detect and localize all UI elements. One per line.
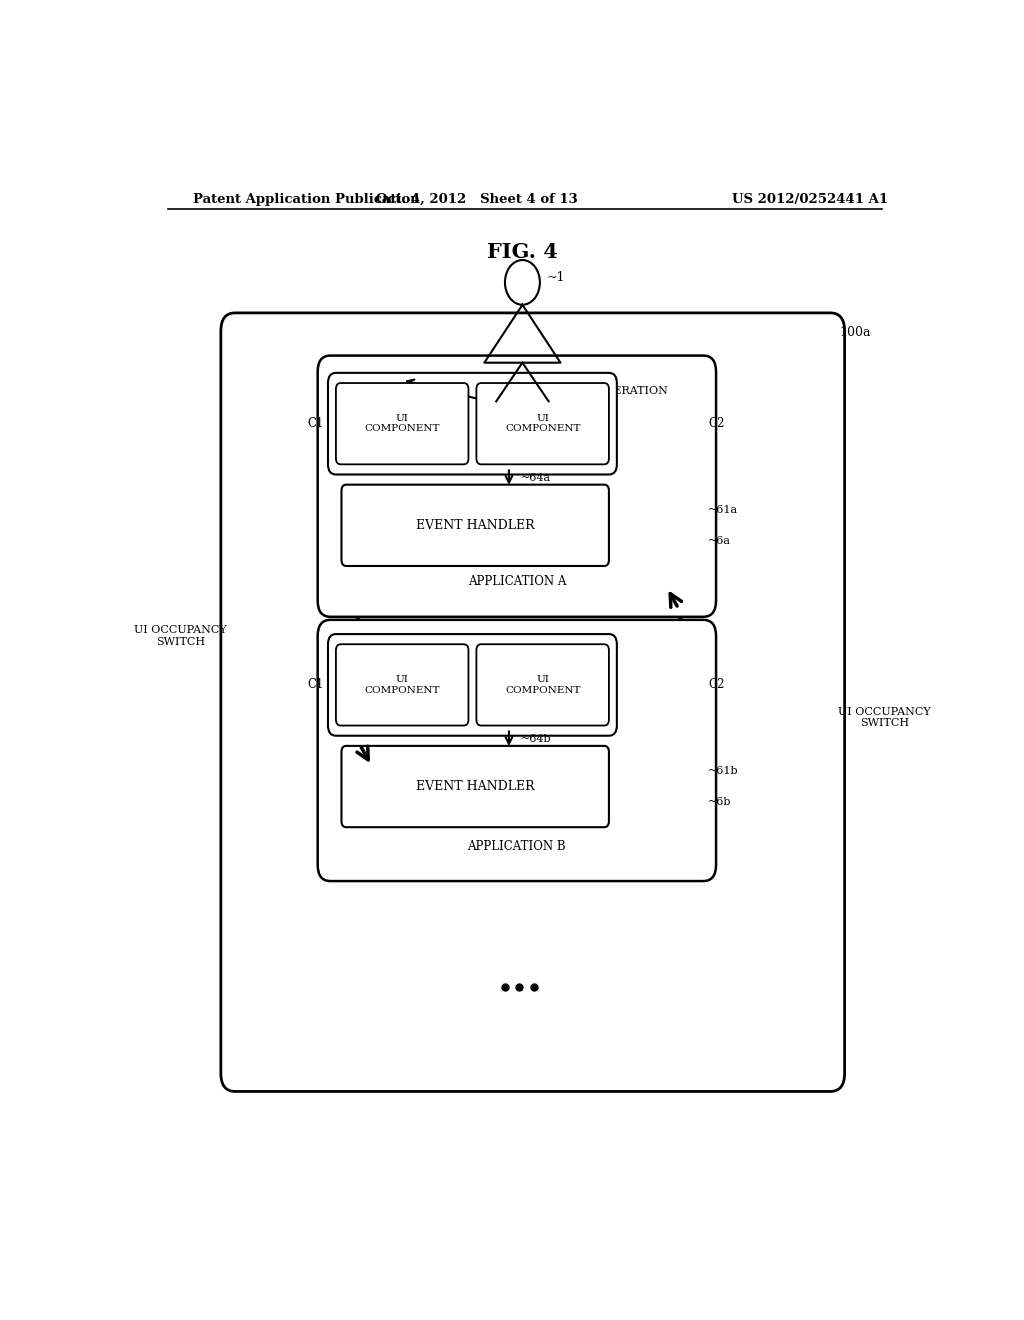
Text: Oct. 4, 2012   Sheet 4 of 13: Oct. 4, 2012 Sheet 4 of 13 xyxy=(376,193,579,206)
FancyBboxPatch shape xyxy=(328,634,616,735)
FancyBboxPatch shape xyxy=(317,620,716,880)
Text: 100a: 100a xyxy=(840,326,871,339)
Text: APPLICATION A: APPLICATION A xyxy=(468,576,566,589)
Text: Patent Application Publication: Patent Application Publication xyxy=(194,193,420,206)
FancyBboxPatch shape xyxy=(317,355,716,616)
FancyBboxPatch shape xyxy=(336,383,468,465)
Text: UI
COMPONENT: UI COMPONENT xyxy=(365,676,440,694)
FancyBboxPatch shape xyxy=(341,484,609,566)
FancyBboxPatch shape xyxy=(476,383,609,465)
Text: ~64b: ~64b xyxy=(521,734,552,743)
FancyBboxPatch shape xyxy=(336,644,468,726)
Text: C1: C1 xyxy=(307,417,324,430)
FancyBboxPatch shape xyxy=(328,372,616,474)
FancyBboxPatch shape xyxy=(221,313,845,1092)
Text: ~1: ~1 xyxy=(546,271,564,284)
Text: UI
COMPONENT: UI COMPONENT xyxy=(505,676,581,694)
Text: ~6b: ~6b xyxy=(709,797,731,807)
Text: FIG. 4: FIG. 4 xyxy=(487,242,558,261)
Text: APPLICATION B: APPLICATION B xyxy=(468,840,566,853)
FancyBboxPatch shape xyxy=(341,746,609,828)
Text: ~64a: ~64a xyxy=(521,473,551,483)
Text: UI
COMPONENT: UI COMPONENT xyxy=(365,414,440,433)
Text: BUTTON OPERATION: BUTTON OPERATION xyxy=(543,385,668,396)
Text: C2: C2 xyxy=(709,678,725,692)
Text: EVENT HANDLER: EVENT HANDLER xyxy=(416,780,535,793)
Text: UI OCCUPANCY
SWITCH: UI OCCUPANCY SWITCH xyxy=(134,626,227,647)
FancyBboxPatch shape xyxy=(476,644,609,726)
Text: EVENT HANDLER: EVENT HANDLER xyxy=(416,519,535,532)
Text: US 2012/0252441 A1: US 2012/0252441 A1 xyxy=(732,193,889,206)
Text: C1: C1 xyxy=(307,678,324,692)
Text: UI
COMPONENT: UI COMPONENT xyxy=(505,414,581,433)
Text: TOUCH OPERATION: TOUCH OPERATION xyxy=(384,385,503,396)
Text: C2: C2 xyxy=(709,417,725,430)
Text: ~6a: ~6a xyxy=(709,536,731,545)
Text: ~61a: ~61a xyxy=(709,506,738,515)
Text: ~61b: ~61b xyxy=(709,767,738,776)
Text: UI OCCUPANCY
SWITCH: UI OCCUPANCY SWITCH xyxy=(839,706,931,729)
